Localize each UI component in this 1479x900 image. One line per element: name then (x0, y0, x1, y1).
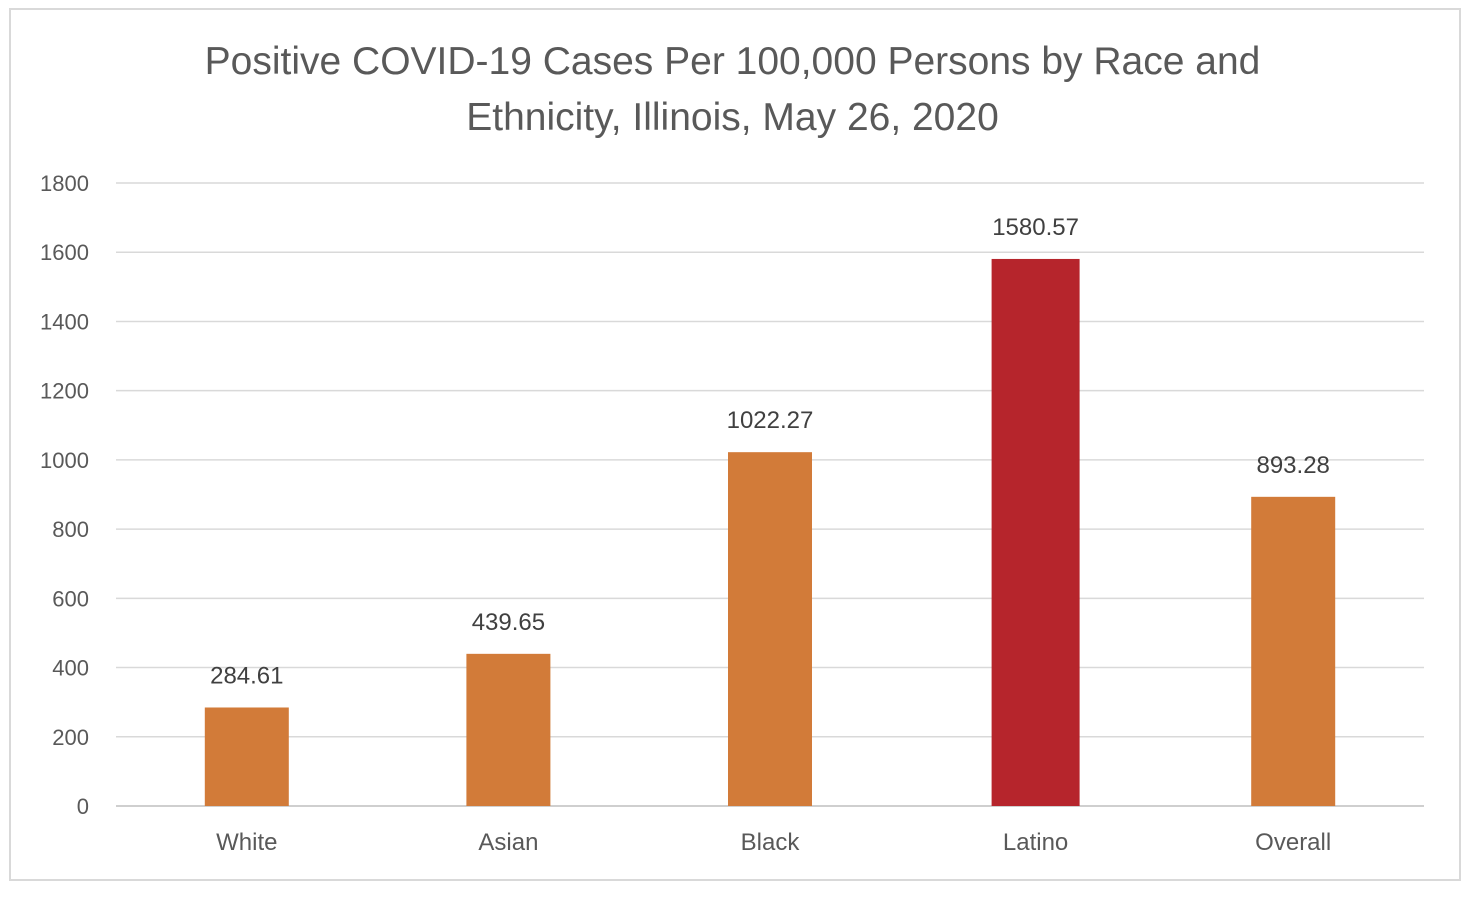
bars (204, 258, 1336, 807)
y-axis-ticks: 0 200 400 600 800 1000 1200 1400 1600 1800 (40, 171, 89, 819)
y-tick-label: 1800 (40, 171, 89, 196)
y-tick-label: 200 (52, 725, 89, 750)
bar-asian (466, 653, 551, 806)
category-label-overall: Overall (1255, 829, 1331, 856)
y-tick-label: 800 (52, 517, 89, 542)
data-label-black: 1022.27 (727, 407, 814, 434)
x-axis-categories: White Asian Black Latino Overall (216, 829, 1331, 856)
y-tick-label: 400 (52, 656, 89, 681)
category-label-latino: Latino (1003, 829, 1068, 856)
bar-black (728, 452, 812, 806)
data-label-asian: 439.65 (472, 609, 545, 636)
data-labels: 284.61 439.65 1022.27 1580.57 893.28 (210, 214, 1330, 690)
y-tick-label: 1200 (40, 379, 89, 404)
chart-title: Positive COVID-19 Cases Per 100,000 Pers… (0, 34, 1465, 146)
category-label-white: White (216, 829, 277, 856)
data-label-overall: 893.28 (1256, 452, 1329, 479)
chart-title-line-1: Positive COVID-19 Cases Per 100,000 Pers… (204, 40, 1261, 83)
chart-title-line-2: Ethnicity, Illinois, May 26, 2020 (466, 96, 999, 139)
y-tick-label: 1000 (40, 448, 89, 473)
bar-latino (991, 258, 1080, 807)
data-label-white: 284.61 (210, 662, 283, 689)
y-tick-label: 600 (52, 586, 89, 611)
category-label-black: Black (741, 829, 801, 856)
y-tick-label: 1400 (40, 309, 89, 334)
y-tick-label: 0 (77, 794, 89, 819)
data-label-latino: 1580.57 (992, 214, 1079, 241)
category-label-asian: Asian (478, 829, 538, 856)
bar-white (204, 707, 289, 806)
y-tick-label: 1600 (40, 240, 89, 265)
bar-overall (1251, 496, 1336, 806)
